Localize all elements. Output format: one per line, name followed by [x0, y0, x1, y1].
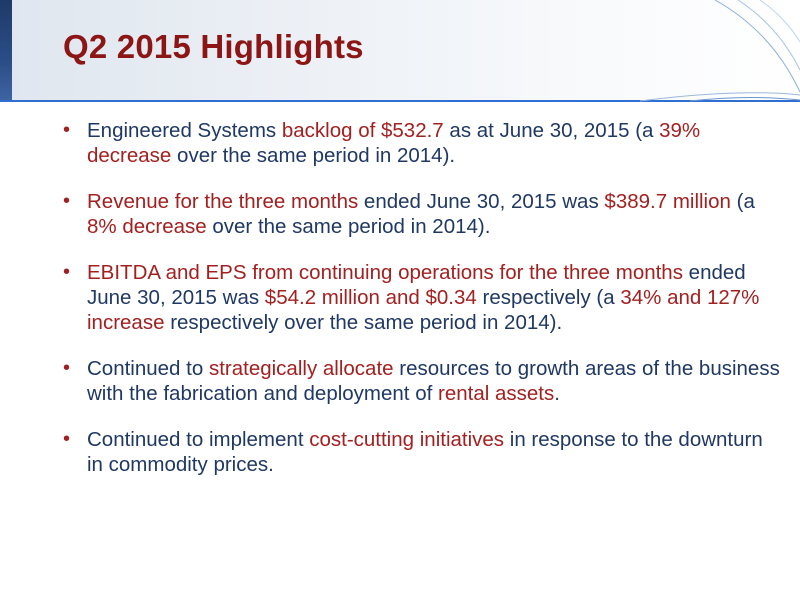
- bullet-marker: •: [63, 190, 71, 212]
- highlighted-text: cost-cutting initiatives: [309, 428, 505, 451]
- highlight-bullet: • Continued to strategically allocate res…: [63, 356, 783, 406]
- slide-title: Q2 2015 Highlights: [63, 28, 364, 65]
- highlighted-text: $54.2 million and $0.34: [264, 286, 477, 309]
- bullet-text: Engineered Systems backlog of $532.7 as …: [87, 119, 700, 167]
- body-text: resources to growth areas of the busines…: [87, 357, 780, 405]
- body-text: ended June 30, 2015 was: [87, 261, 746, 309]
- highlighted-text: strategically allocate: [208, 357, 394, 380]
- body-text: in response to the downturn in commodity…: [87, 428, 763, 476]
- body-text: respectively (a: [476, 286, 621, 309]
- body-text: Engineered Systems: [87, 119, 282, 142]
- body-text: .: [554, 382, 560, 405]
- highlight-bullet: • Continued to implement cost-cutting ini…: [63, 427, 783, 477]
- highlighted-text: Revenue for the three months: [87, 190, 359, 213]
- bullet-marker: •: [63, 119, 71, 141]
- highlighted-text: 39% decrease: [87, 119, 701, 167]
- highlighted-text: EBITDA and EPS from continuing operation…: [87, 261, 683, 284]
- bullet-marker: •: [63, 428, 71, 450]
- header-decoration: [0, 0, 800, 102]
- body-text: as at June 30, 2015 (a: [443, 119, 660, 142]
- highlighted-text: backlog of $532.7: [281, 119, 444, 142]
- body-text: ended June 30, 2015 was: [358, 190, 605, 213]
- body-text: (a: [730, 190, 755, 213]
- bullet-marker: •: [63, 261, 71, 283]
- highlighted-text: rental assets: [438, 382, 555, 405]
- highlight-bullet: • Revenue for the three months ended June…: [63, 189, 783, 239]
- corner-swoosh-lines: [639, 0, 800, 102]
- bullet-text: Continued to implement cost-cutting init…: [87, 428, 763, 476]
- body-text: respectively over the same period in 201…: [164, 311, 563, 334]
- bullet-marker: •: [63, 357, 71, 379]
- header-band: [0, 0, 800, 100]
- bullet-text: Revenue for the three months ended June …: [87, 190, 755, 238]
- body-text: over the same period in 2014).: [206, 215, 491, 238]
- highlighted-text: $389.7 million: [604, 190, 731, 213]
- bullet-text: Continued to strategically allocate reso…: [87, 357, 780, 405]
- bullet-text: EBITDA and EPS from continuing operation…: [87, 261, 759, 334]
- body-text: Continued to implement: [87, 428, 310, 451]
- highlight-bullet: • Engineered Systems backlog of $532.7 as…: [63, 118, 783, 168]
- highlighted-text: 8% decrease: [87, 215, 207, 238]
- header-accent-bar: [0, 0, 12, 101]
- highlight-bullet: • EBITDA and EPS from continuing operatio…: [63, 260, 783, 335]
- highlights-list: • Engineered Systems backlog of $532.7 as…: [63, 118, 783, 498]
- body-text: Continued to: [87, 357, 209, 380]
- body-text: over the same period in 2014).: [171, 144, 456, 167]
- highlighted-text: 34% and 127% increase: [87, 286, 760, 334]
